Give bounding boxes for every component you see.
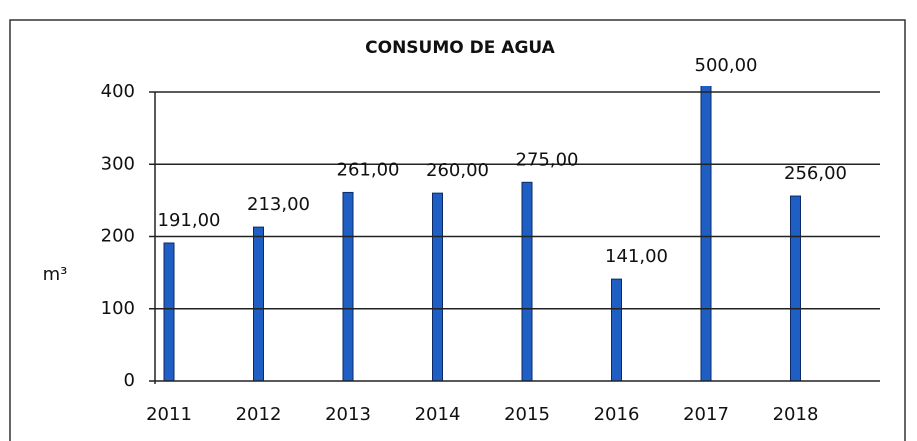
bar (163, 242, 175, 382)
bar (253, 226, 264, 382)
x-tick-label: 2015 (504, 404, 550, 425)
x-tick-label: 2012 (236, 404, 282, 425)
bar (790, 195, 801, 382)
value-label: 191,00 (158, 210, 221, 231)
value-label: 256,00 (784, 163, 847, 184)
y-tick-label: 200 (101, 226, 135, 247)
value-label: 275,00 (516, 149, 579, 170)
value-label: 213,00 (247, 194, 310, 215)
bar (611, 278, 622, 382)
x-tick-label: 2016 (594, 404, 640, 425)
bar (521, 181, 533, 382)
bar (342, 191, 354, 382)
bar (432, 192, 443, 382)
x-tick-label: 2017 (683, 404, 729, 425)
x-tick-label: 2014 (415, 404, 461, 425)
y-tick-label: 100 (101, 298, 135, 319)
frame (9, 19, 906, 441)
value-label: 141,00 (605, 246, 668, 267)
value-label: 260,00 (426, 160, 489, 181)
x-tick-label: 2013 (325, 404, 371, 425)
y-tick-label: 400 (101, 81, 135, 102)
x-tick-label: 2011 (146, 404, 192, 425)
value-label: 261,00 (337, 159, 400, 180)
x-tick-label: 2018 (773, 404, 819, 425)
y-axis-label: m³ (43, 264, 68, 285)
y-tick-label: 0 (124, 370, 135, 391)
value-label: 500,00 (695, 55, 758, 76)
chart-title: CONSUMO DE AGUA (365, 38, 556, 58)
y-tick-label: 300 (101, 153, 135, 174)
